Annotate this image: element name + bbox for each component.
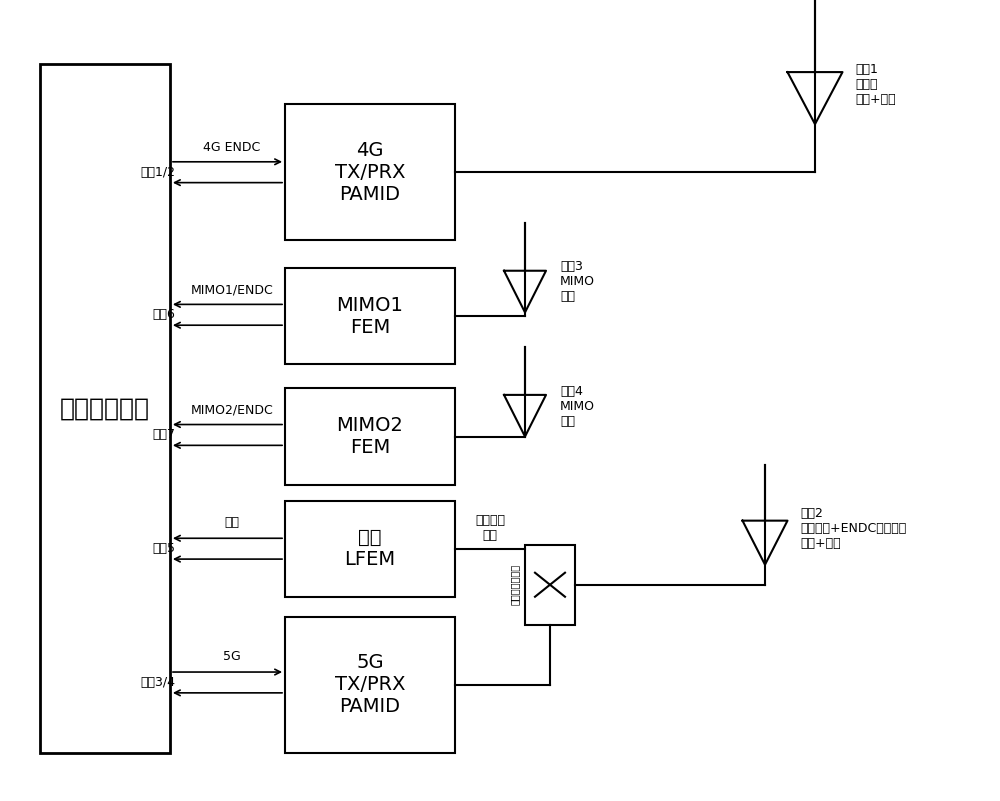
Text: 4G ENDC: 4G ENDC — [203, 141, 261, 154]
Text: MIMO2/ENDC: MIMO2/ENDC — [191, 404, 273, 417]
Bar — [285, 617, 455, 753]
Bar — [285, 104, 455, 240]
Text: 天线3
MIMO
接收: 天线3 MIMO 接收 — [560, 260, 595, 304]
Text: 分集天线
接收: 分集天线 接收 — [475, 514, 505, 542]
Text: 分集
LFEM: 分集 LFEM — [344, 528, 396, 570]
Text: 分集天线开关器: 分集天线开关器 — [510, 564, 520, 606]
Text: 端口6: 端口6 — [152, 308, 175, 321]
Text: 天线2
分集天线+ENDC发射天线
发射+接收: 天线2 分集天线+ENDC发射天线 发射+接收 — [800, 507, 906, 550]
Text: 端口1/2: 端口1/2 — [140, 166, 175, 179]
Text: MIMO2
FEM: MIMO2 FEM — [337, 416, 403, 457]
Text: MIMO1
FEM: MIMO1 FEM — [337, 296, 403, 337]
Text: 端口5: 端口5 — [152, 542, 175, 555]
Text: MIMO1/ENDC: MIMO1/ENDC — [191, 284, 273, 296]
Text: 分集: 分集 — [224, 516, 240, 529]
Bar — [285, 501, 455, 597]
Bar — [285, 388, 455, 485]
Bar — [285, 268, 455, 364]
Bar — [40, 64, 170, 753]
Text: 射频收发芯片: 射频收发芯片 — [60, 396, 150, 421]
Text: 天线1
主天线
发射+接收: 天线1 主天线 发射+接收 — [855, 62, 896, 106]
Text: 4G
TX/PRX
PAMID: 4G TX/PRX PAMID — [335, 141, 405, 203]
Text: 端口7: 端口7 — [152, 429, 175, 441]
Text: 端口3/4: 端口3/4 — [140, 676, 175, 689]
Text: 5G
TX/PRX
PAMID: 5G TX/PRX PAMID — [335, 654, 405, 716]
Text: 天线4
MIMO
接收: 天线4 MIMO 接收 — [560, 384, 595, 428]
Text: 5G: 5G — [223, 650, 241, 663]
Bar — [525, 545, 575, 625]
